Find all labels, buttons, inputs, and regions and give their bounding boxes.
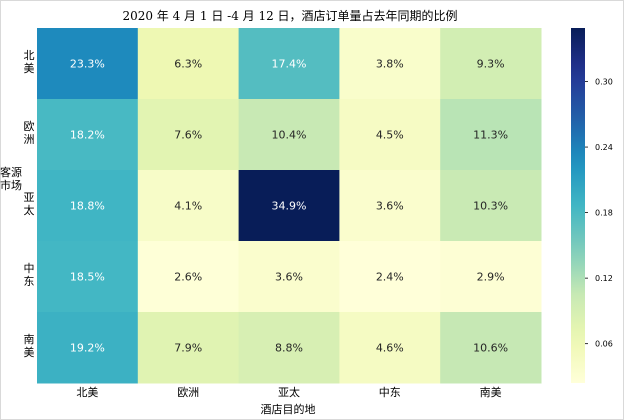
- x-tick-label: 北美: [76, 386, 98, 399]
- heatmap-cell: [238, 170, 340, 242]
- heatmap-cells: 23.3% 6.3% 17.4% 3.8% 9.3% 18.2% 7.6% 10.4% 4.5%…: [37, 28, 542, 384]
- x-axis-ticks: 北美 欧洲 亚太 中东 南美: [76, 386, 501, 399]
- chart-title: 2020 年 4 月 1 日 -4 月 12 日，酒店订单量占去年同期的比例: [122, 8, 457, 23]
- colorbar: [571, 28, 585, 383]
- heatmap-cell: [137, 170, 240, 242]
- colorbar-tick-label: 0.24: [595, 143, 613, 152]
- cell-value-label: 10.6%: [473, 342, 508, 355]
- colorbar-ticks: 0.06 0.12 0.18 0.24 0.30: [585, 78, 613, 349]
- heatmap-cell: [37, 99, 139, 171]
- cell-value-label: 2.4%: [376, 271, 404, 284]
- heatmap-cell: [339, 170, 441, 242]
- heatmap-cell: [37, 170, 139, 242]
- colorbar-tick-label: 0.18: [595, 209, 613, 218]
- heatmap-cell: [238, 99, 340, 171]
- heatmap-cell: [137, 312, 240, 384]
- heatmap-cell: [440, 241, 542, 313]
- cell-value-label: 18.5%: [70, 271, 105, 284]
- x-axis-label: 酒店目的地: [261, 402, 316, 416]
- heatmap-cell: [137, 241, 240, 313]
- heatmap-cell: [339, 241, 441, 313]
- cell-value-label: 11.3%: [473, 129, 508, 142]
- heatmap-cell: [137, 28, 240, 100]
- cell-value-label: 23.3%: [70, 58, 105, 71]
- heatmap-cell: [440, 312, 542, 384]
- x-tick-label: 中东: [379, 386, 401, 399]
- cell-value-label: 10.3%: [473, 200, 508, 213]
- cell-value-label: 10.4%: [272, 129, 307, 142]
- heatmap-cell: [37, 312, 139, 384]
- y-tick-label: 欧洲: [24, 120, 35, 146]
- cell-value-label: 9.3%: [477, 58, 505, 71]
- heatmap-cell: [238, 28, 340, 100]
- cell-value-label: 8.8%: [275, 342, 303, 355]
- heatmap-cell: [339, 312, 441, 384]
- cell-value-label: 3.6%: [376, 200, 404, 213]
- heatmap-cell: [238, 312, 340, 384]
- cell-value-label: 3.8%: [376, 58, 404, 71]
- cell-value-label: 7.9%: [174, 342, 202, 355]
- x-tick-label: 南美: [480, 386, 502, 399]
- y-tick-label: 亚太: [24, 191, 35, 217]
- cell-value-label: 18.8%: [70, 200, 105, 213]
- cell-value-label: 18.2%: [70, 129, 105, 142]
- y-axis-label: 客源市场: [0, 165, 22, 192]
- y-tick-label: 中东: [24, 262, 35, 288]
- heatmap-cell: [238, 241, 340, 313]
- colorbar-tick-label: 0.30: [595, 78, 613, 87]
- heatmap-cell: [440, 99, 542, 171]
- heatmap-cell: [37, 28, 139, 100]
- colorbar-tick-label: 0.06: [595, 340, 613, 349]
- heatmap-cell: [137, 99, 240, 171]
- y-tick-label: 北美: [24, 49, 35, 75]
- cell-value-label: 2.6%: [174, 271, 202, 284]
- colorbar-tick-label: 0.12: [595, 274, 613, 283]
- cell-value-label: 17.4%: [272, 58, 307, 71]
- cell-value-label: 3.6%: [275, 271, 303, 284]
- cell-value-label: 6.3%: [174, 58, 202, 71]
- x-tick-label: 亚太: [278, 386, 300, 399]
- heatmap-cell: [339, 99, 441, 171]
- cell-value-label: 4.1%: [174, 200, 202, 213]
- heatmap-cell: [339, 28, 441, 100]
- y-tick-label: 南美: [24, 333, 35, 359]
- heatmap-cell: [440, 170, 542, 242]
- x-tick-label: 欧洲: [177, 386, 199, 399]
- cell-value-label: 4.5%: [376, 129, 404, 142]
- cell-value-label: 2.9%: [477, 271, 505, 284]
- cell-value-label: 34.9%: [272, 200, 307, 213]
- cell-value-label: 19.2%: [70, 342, 105, 355]
- cell-value-label: 7.6%: [174, 129, 202, 142]
- cell-value-label: 4.6%: [376, 342, 404, 355]
- heatmap-cell: [440, 28, 542, 100]
- heatmap-cell: [37, 241, 139, 313]
